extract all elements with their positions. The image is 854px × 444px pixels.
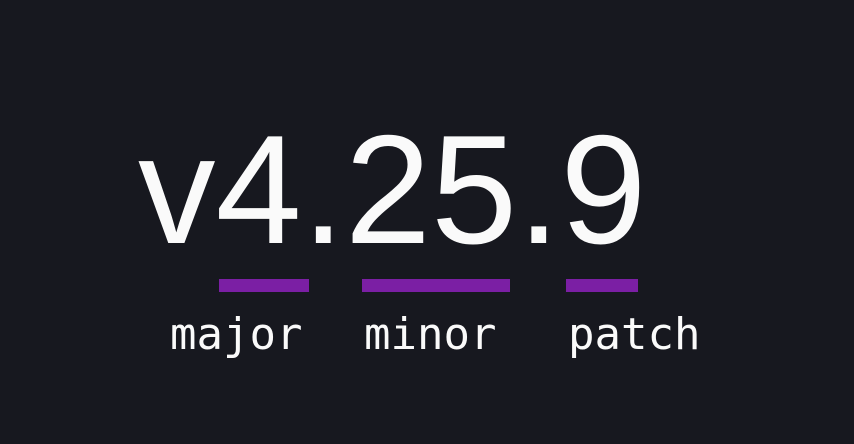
- patch-underline-bar: [566, 279, 638, 292]
- major-label: major: [170, 309, 303, 360]
- version-text: v4.25.9: [138, 112, 647, 267]
- patch-label: patch: [568, 309, 701, 360]
- version-separator-icon: .: [301, 103, 345, 276]
- minor-label: minor: [364, 309, 497, 360]
- major-underline-bar: [219, 279, 309, 292]
- version-prefix: v: [138, 103, 216, 276]
- version-major: 4: [215, 103, 302, 276]
- version-patch: 9: [560, 103, 647, 276]
- version-minor: 25: [344, 103, 518, 276]
- minor-underline-bar: [362, 279, 510, 292]
- version-separator-icon: .: [517, 103, 561, 276]
